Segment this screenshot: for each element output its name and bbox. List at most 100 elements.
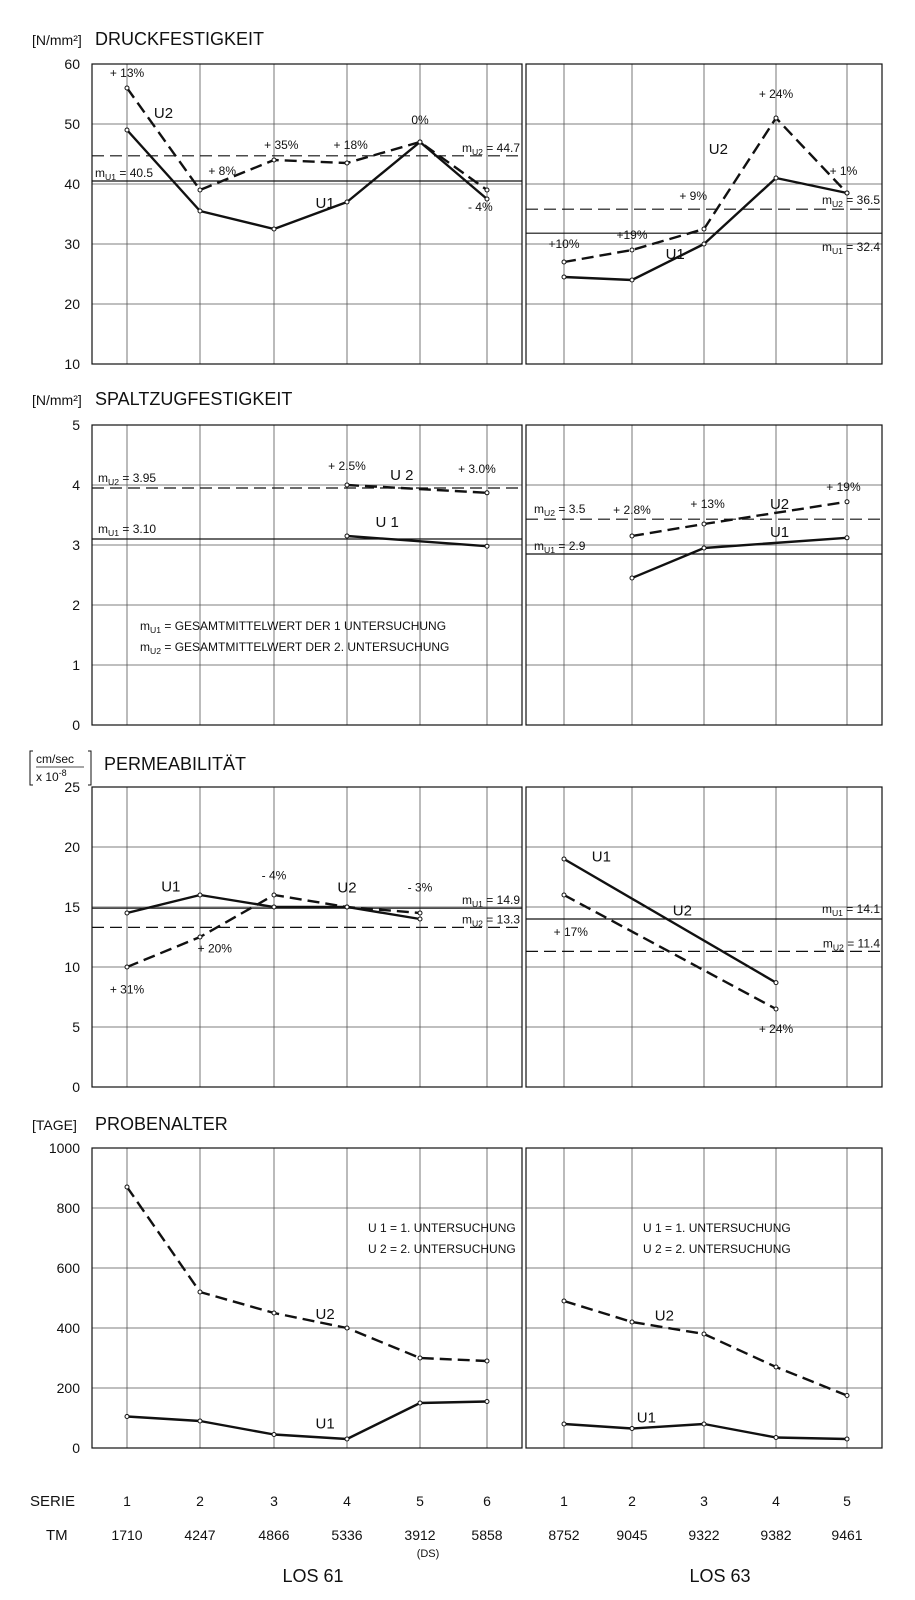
- tm-tick-label: 8752: [548, 1527, 579, 1543]
- y-tick-label: 5: [72, 1019, 80, 1035]
- series-label: U2: [770, 496, 789, 513]
- y-tick-label: 20: [64, 839, 80, 855]
- data-point-u2: [484, 187, 490, 193]
- data-point-u1: [271, 226, 277, 232]
- mean-label-u2: mU2 = 11.4: [823, 936, 880, 952]
- legend-entry: U 2 = 2. UNTERSUCHUNG: [368, 1242, 516, 1256]
- chart-1-panel-los63: mU1 = 32.4 mU2 = 36.5 +10% +19% + 9% + 24% + 1…: [525, 63, 883, 365]
- chart-unit-bottom: x 10-8: [36, 768, 67, 784]
- data-point-u1: [844, 1436, 850, 1442]
- data-point-u1: [629, 1426, 635, 1431]
- unit-brackets: [29, 750, 92, 786]
- chart-unit: [TAGE]: [32, 1117, 77, 1133]
- y-tick-label: 25: [64, 779, 80, 795]
- series-line-u2: [126, 87, 488, 192]
- percent-annotation: + 8%: [208, 164, 236, 178]
- data-point-u2: [124, 85, 130, 91]
- data-point-u2: [773, 1364, 779, 1370]
- series-line-u1: [126, 129, 488, 231]
- series-label: U1: [770, 524, 789, 541]
- percent-annotation: + 13%: [110, 66, 145, 80]
- serie-tick-label: 6: [483, 1493, 491, 1509]
- mean-label-u1: mU1 = 2.9: [534, 539, 586, 555]
- chart-title: SPALTZUGFESTIGKEIT: [95, 389, 292, 409]
- data-point-u2: [484, 490, 490, 496]
- data-point-u1: [561, 856, 567, 862]
- serie-tick-label: 1: [560, 1493, 568, 1509]
- data-point-u2: [561, 892, 567, 898]
- data-point-u2: [197, 1289, 203, 1295]
- data-point-u2: [844, 1393, 850, 1398]
- data-point-u1: [344, 1436, 350, 1442]
- data-point-u1: [417, 1400, 423, 1406]
- y-tick-label: 400: [57, 1320, 81, 1336]
- percent-annotation: + 1%: [830, 164, 858, 178]
- mean-label-u2: mU2 = 3.95: [98, 471, 156, 487]
- chart-3: cm/sec x 10-8 PERMEABILITÄT 0 5 10 15 20 25 mU1 =…: [29, 750, 883, 1095]
- tm-tick-label: 3912: [404, 1527, 435, 1543]
- y-tick-label: 20: [64, 296, 80, 312]
- data-point-u2: [417, 910, 423, 916]
- data-point-u1: [197, 208, 203, 214]
- serie-tick-label: 5: [416, 1493, 424, 1509]
- data-point-u1: [124, 910, 130, 916]
- series-line-u1: [631, 536, 848, 580]
- mean-label-u1: mU1 = 14.9: [462, 893, 520, 909]
- data-point-u2: [701, 521, 707, 527]
- data-point-u1: [484, 196, 490, 202]
- data-point-u1: [344, 533, 350, 539]
- serie-axis-label: SERIE: [30, 1493, 75, 1510]
- chart-3-panel-los63: mU1 = 14.1 mU2 = 11.4 + 17% + 24% U1 U2: [525, 786, 883, 1088]
- percent-annotation: - 4%: [468, 200, 493, 214]
- series-label: U1: [316, 195, 335, 212]
- percent-annotation: 0%: [411, 113, 429, 127]
- data-point-u2: [271, 892, 277, 898]
- plot-frame: [525, 424, 883, 726]
- percent-annotation: + 9%: [679, 189, 707, 203]
- data-point-u2: [344, 1325, 350, 1331]
- data-point-u1: [561, 274, 567, 280]
- data-point-u2: [344, 482, 350, 488]
- y-tick-label: 600: [57, 1260, 81, 1276]
- data-point-u2: [844, 499, 850, 505]
- tm-row-los61: 1710 4247 4866 5336 3912 5858: [111, 1527, 502, 1543]
- plot-frame: [91, 1147, 523, 1449]
- data-point-u1: [484, 1399, 490, 1404]
- chart-4: [TAGE] PROBENALTER 0 200 400 600 800 1000 U2 U1 U …: [32, 1114, 883, 1456]
- data-point-u2: [629, 533, 635, 539]
- data-point-u2: [197, 934, 203, 940]
- percent-annotation: - 3%: [408, 880, 433, 894]
- data-point-u2: [271, 1310, 277, 1316]
- data-point-u1: [561, 1421, 567, 1427]
- los63-label: LOS 63: [689, 1566, 750, 1586]
- series-line-u2: [563, 1299, 848, 1397]
- data-point-u1: [773, 175, 779, 181]
- data-point-u2: [629, 1319, 635, 1325]
- data-point-u1: [124, 127, 130, 133]
- series-line-u1: [563, 1422, 848, 1441]
- y-tick-label: 60: [64, 56, 80, 72]
- y-tick-label: 2: [72, 597, 80, 613]
- plot-frame: [91, 63, 523, 365]
- data-point-u2: [271, 157, 277, 163]
- tm-tick-label: 5858: [471, 1527, 502, 1543]
- serie-tick-label: 5: [843, 1493, 851, 1509]
- percent-annotation: + 35%: [264, 138, 299, 152]
- chart-4-panel-los63: U2 U1 U 1 = 1. UNTERSUCHUNG U 2 = 2. UNTERS…: [525, 1147, 883, 1449]
- data-point-u2: [124, 1184, 130, 1190]
- series-line-u1: [126, 1400, 488, 1441]
- y-tick-label: 10: [64, 959, 80, 975]
- data-point-u1: [344, 199, 350, 205]
- plot-frame: [525, 1147, 883, 1449]
- data-point-u1: [484, 543, 490, 549]
- data-point-u2: [417, 139, 423, 145]
- los61-label: LOS 61: [282, 1566, 343, 1586]
- data-point-u2: [124, 964, 130, 970]
- legend-entry: U 2 = 2. UNTERSUCHUNG: [643, 1242, 791, 1256]
- chart-2: [N/mm²] SPALTZUGFESTIGKEIT 0 1 2 3 4 5 mU1 = 3.1…: [32, 389, 883, 733]
- serie-tick-label: 4: [772, 1493, 780, 1509]
- data-point-u1: [844, 535, 850, 541]
- series-label: U2: [154, 105, 173, 122]
- series-line-u1: [563, 857, 777, 984]
- percent-annotation: + 24%: [759, 87, 794, 101]
